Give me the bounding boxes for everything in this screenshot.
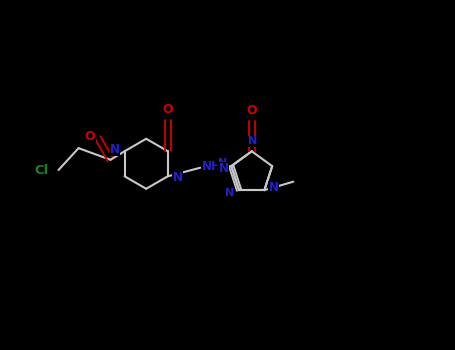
Text: O: O bbox=[247, 104, 257, 117]
Text: N: N bbox=[248, 136, 258, 146]
Text: N: N bbox=[110, 143, 120, 156]
Text: N: N bbox=[219, 162, 229, 175]
Text: N: N bbox=[218, 158, 228, 168]
Text: N: N bbox=[268, 181, 278, 194]
Text: Cl: Cl bbox=[34, 163, 49, 176]
Text: NH: NH bbox=[202, 160, 222, 173]
Text: O: O bbox=[85, 130, 95, 143]
Text: N: N bbox=[173, 171, 183, 184]
Text: N: N bbox=[225, 188, 234, 198]
Text: O: O bbox=[162, 103, 173, 116]
